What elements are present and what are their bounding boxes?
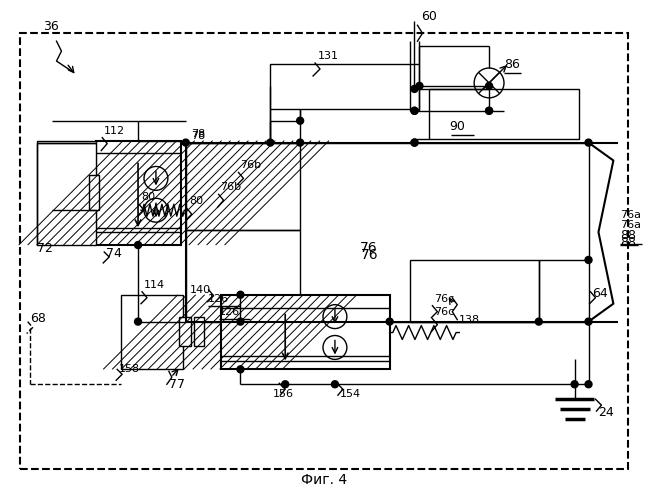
Bar (220, 294, 389, 370)
Text: 76: 76 (360, 241, 377, 255)
Text: 74: 74 (106, 247, 122, 260)
Circle shape (386, 318, 393, 325)
Text: 80: 80 (189, 196, 203, 206)
Circle shape (571, 381, 578, 388)
Text: 126: 126 (207, 294, 229, 304)
Text: 80: 80 (141, 192, 155, 202)
Text: 90: 90 (449, 120, 465, 132)
Text: 126: 126 (218, 306, 240, 316)
Text: 88: 88 (620, 236, 636, 248)
Text: 86: 86 (504, 58, 520, 71)
Text: 78: 78 (191, 128, 205, 138)
Bar (179, 316, 191, 346)
Circle shape (332, 381, 338, 388)
Circle shape (135, 318, 141, 325)
Text: 60: 60 (421, 10, 437, 24)
Circle shape (282, 381, 289, 388)
Bar (270, 64, 419, 109)
Text: 64: 64 (592, 286, 608, 300)
Circle shape (182, 139, 189, 146)
Text: 68: 68 (30, 312, 45, 324)
Circle shape (411, 108, 418, 114)
Bar (19, 33, 629, 469)
Text: 158: 158 (119, 364, 140, 374)
Circle shape (411, 86, 418, 92)
Circle shape (411, 108, 418, 114)
Circle shape (585, 318, 592, 325)
Bar (97, 140, 181, 245)
Text: 156: 156 (273, 389, 294, 399)
Text: 76a: 76a (620, 220, 642, 230)
Bar (186, 230, 300, 322)
Text: 76c: 76c (434, 294, 455, 304)
Circle shape (485, 108, 492, 114)
Text: 140: 140 (189, 284, 211, 294)
Text: 112: 112 (104, 126, 125, 136)
Circle shape (267, 139, 274, 146)
Text: 76: 76 (361, 248, 378, 262)
Bar (410, 260, 538, 322)
Circle shape (135, 242, 141, 248)
Text: 72: 72 (36, 242, 52, 255)
Circle shape (237, 292, 244, 298)
Text: 88: 88 (620, 229, 636, 242)
Circle shape (585, 139, 592, 146)
Text: 76b: 76b (220, 182, 242, 192)
Text: 36: 36 (43, 20, 60, 33)
Text: 78: 78 (191, 130, 205, 140)
Circle shape (237, 366, 244, 373)
Circle shape (535, 318, 542, 325)
Bar (89, 176, 99, 210)
Circle shape (411, 139, 418, 146)
Bar (430, 89, 579, 138)
Text: 77: 77 (169, 378, 185, 391)
Bar (36, 140, 97, 245)
Circle shape (297, 139, 304, 146)
Circle shape (485, 108, 492, 114)
Circle shape (485, 82, 492, 89)
Circle shape (585, 381, 592, 388)
Text: 76a: 76a (620, 210, 642, 220)
Text: 76b: 76b (240, 160, 262, 170)
Circle shape (585, 256, 592, 264)
Circle shape (411, 139, 418, 146)
Text: 138: 138 (459, 314, 480, 324)
Bar (121, 294, 183, 370)
Text: 24: 24 (599, 406, 614, 419)
Circle shape (237, 318, 244, 325)
Text: 131: 131 (318, 51, 339, 61)
Bar (186, 142, 300, 230)
Circle shape (297, 117, 304, 124)
Text: 76c: 76c (434, 306, 455, 316)
Text: 154: 154 (340, 389, 361, 399)
Circle shape (416, 82, 423, 89)
Text: Фиг. 4: Фиг. 4 (301, 472, 347, 486)
Bar (194, 316, 203, 346)
Text: 114: 114 (144, 280, 165, 290)
